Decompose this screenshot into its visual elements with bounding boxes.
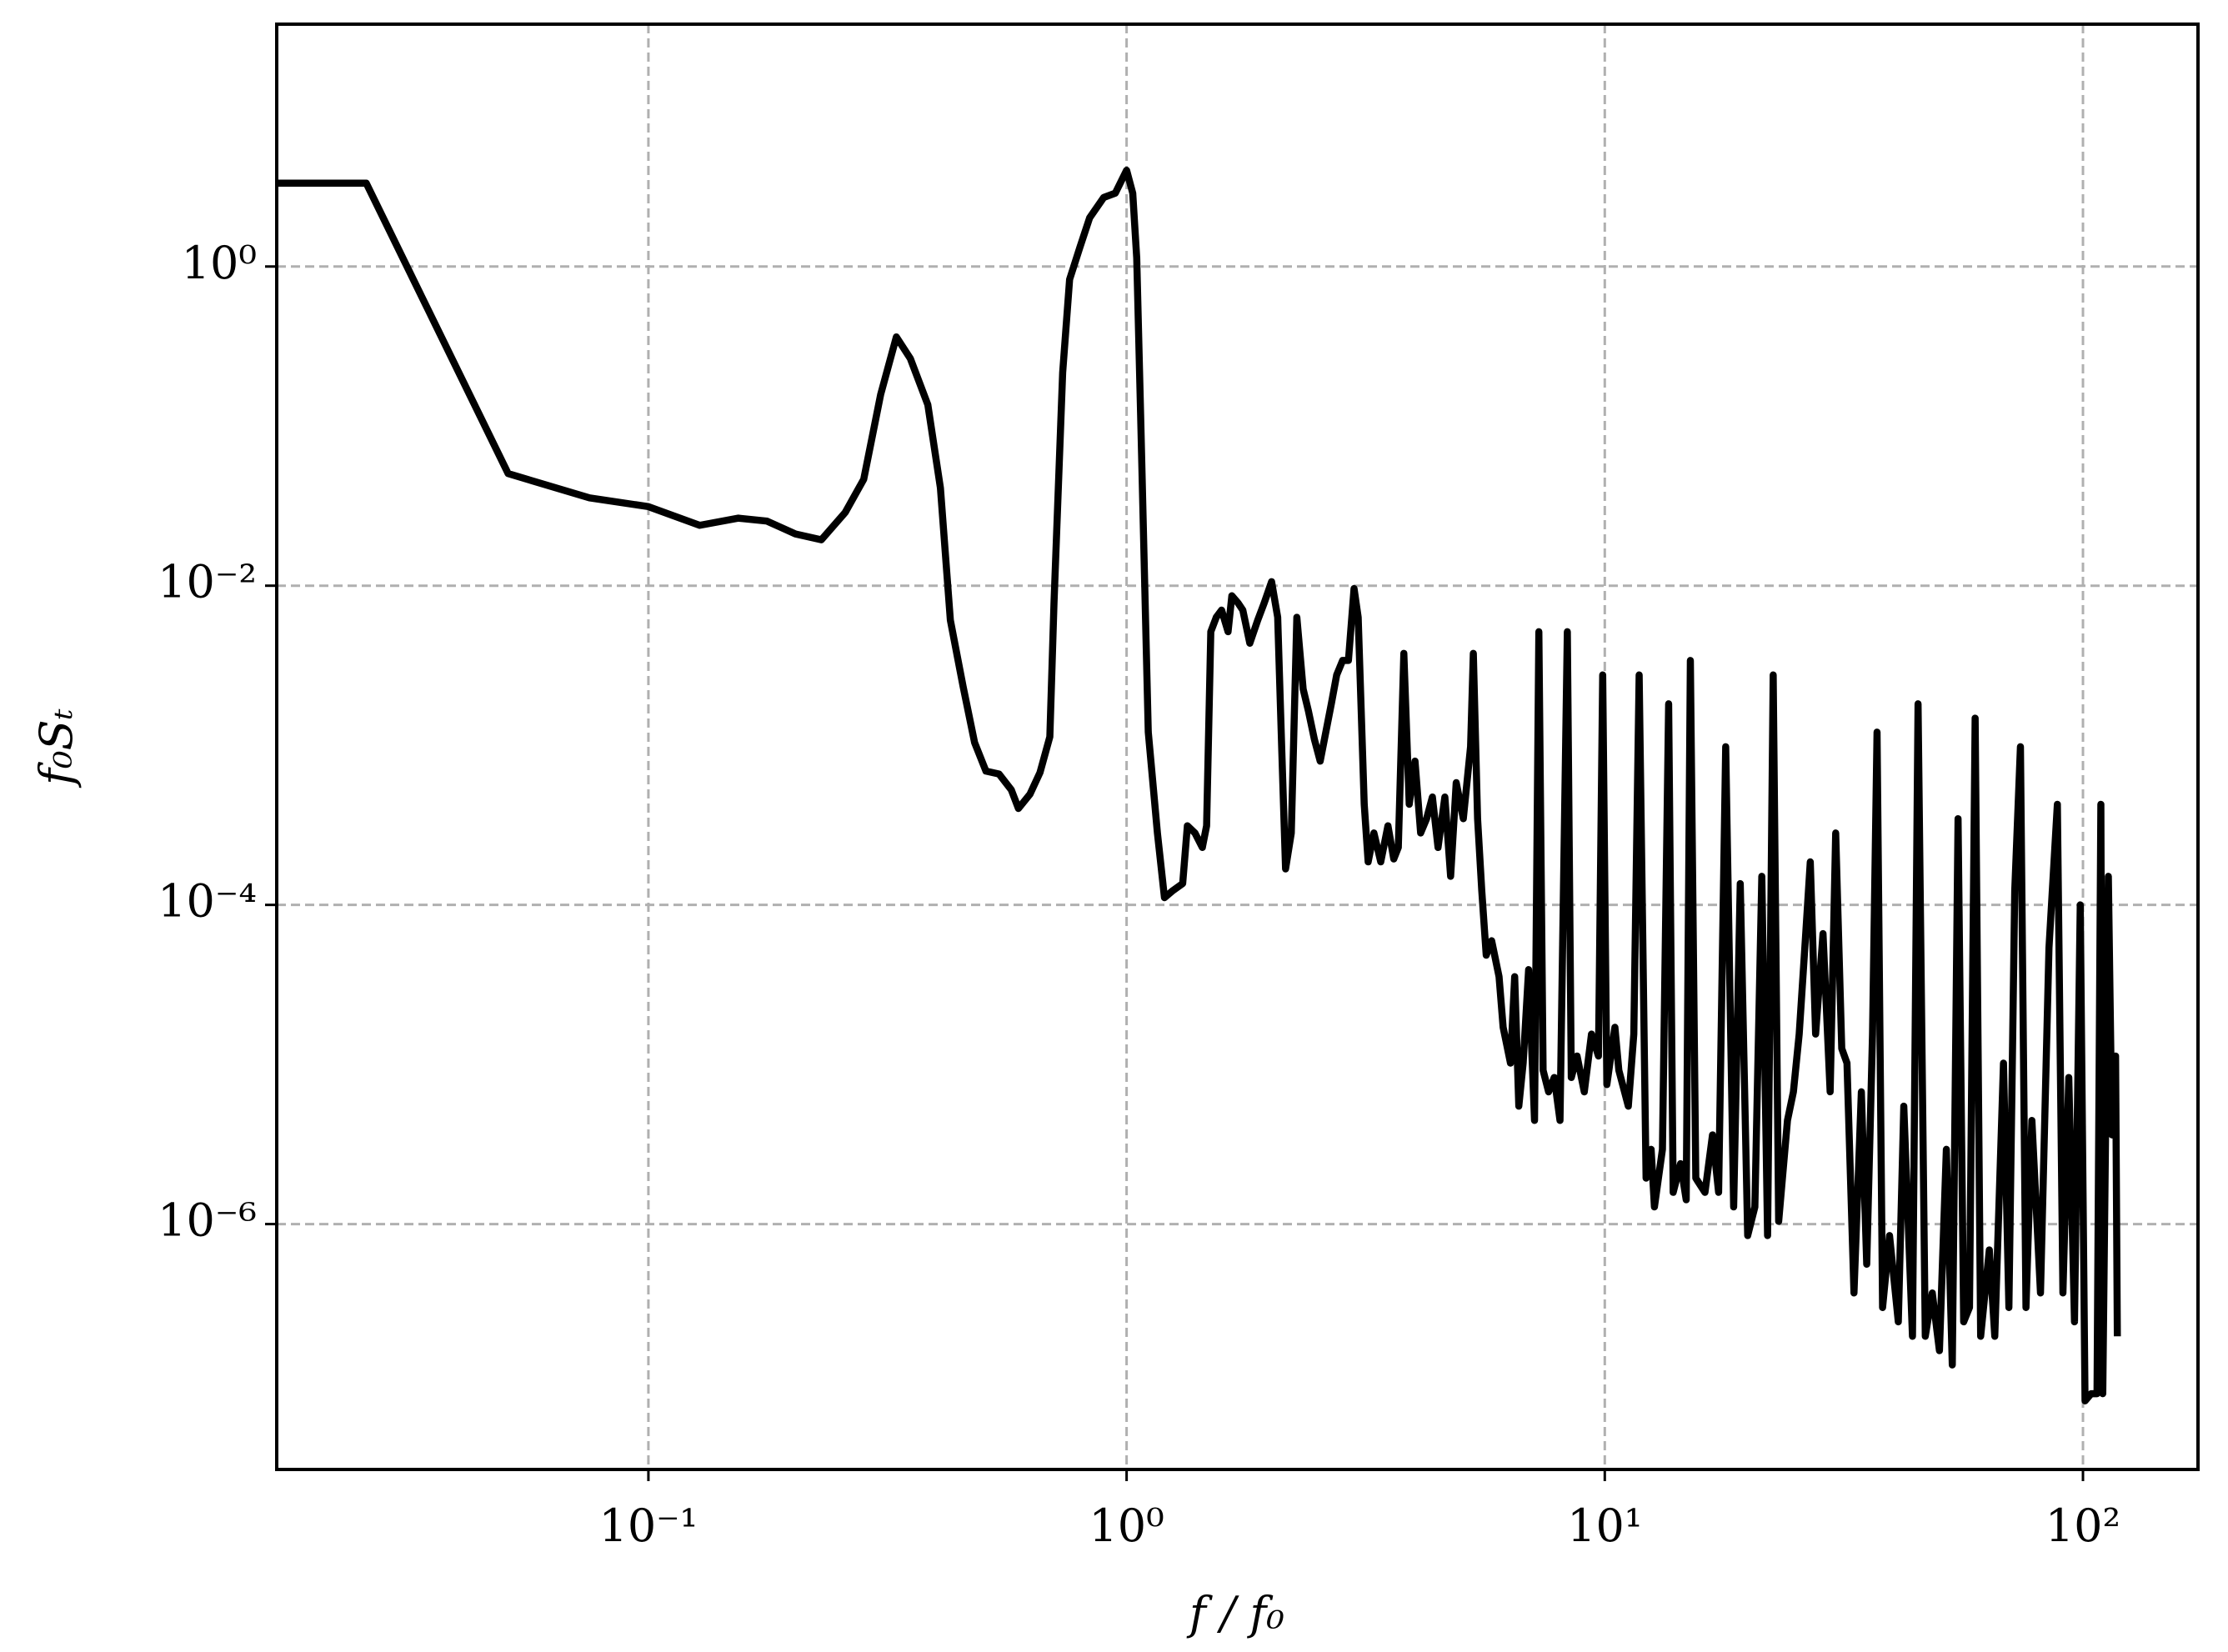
y-axis-label: f₀Sₜ <box>30 708 83 788</box>
x-axis-label: f / f₀ <box>1186 1587 1284 1639</box>
x-tick-label: 10⁰ <box>1089 1499 1164 1552</box>
plot-area <box>277 167 2121 1404</box>
y-tick-label: 10⁻⁴ <box>158 875 257 928</box>
y-tick-label: 10⁻⁶ <box>158 1194 257 1247</box>
y-tick-label: 10⁻² <box>158 556 257 608</box>
x-tick-label: 10² <box>2045 1499 2120 1552</box>
x-tick-label: 10¹ <box>1567 1499 1642 1552</box>
spectrum-line <box>277 167 2121 1404</box>
y-tick-label: 10⁰ <box>182 237 257 289</box>
plot-frame <box>275 23 2200 1471</box>
x-tick-label: 10⁻¹ <box>598 1499 698 1552</box>
